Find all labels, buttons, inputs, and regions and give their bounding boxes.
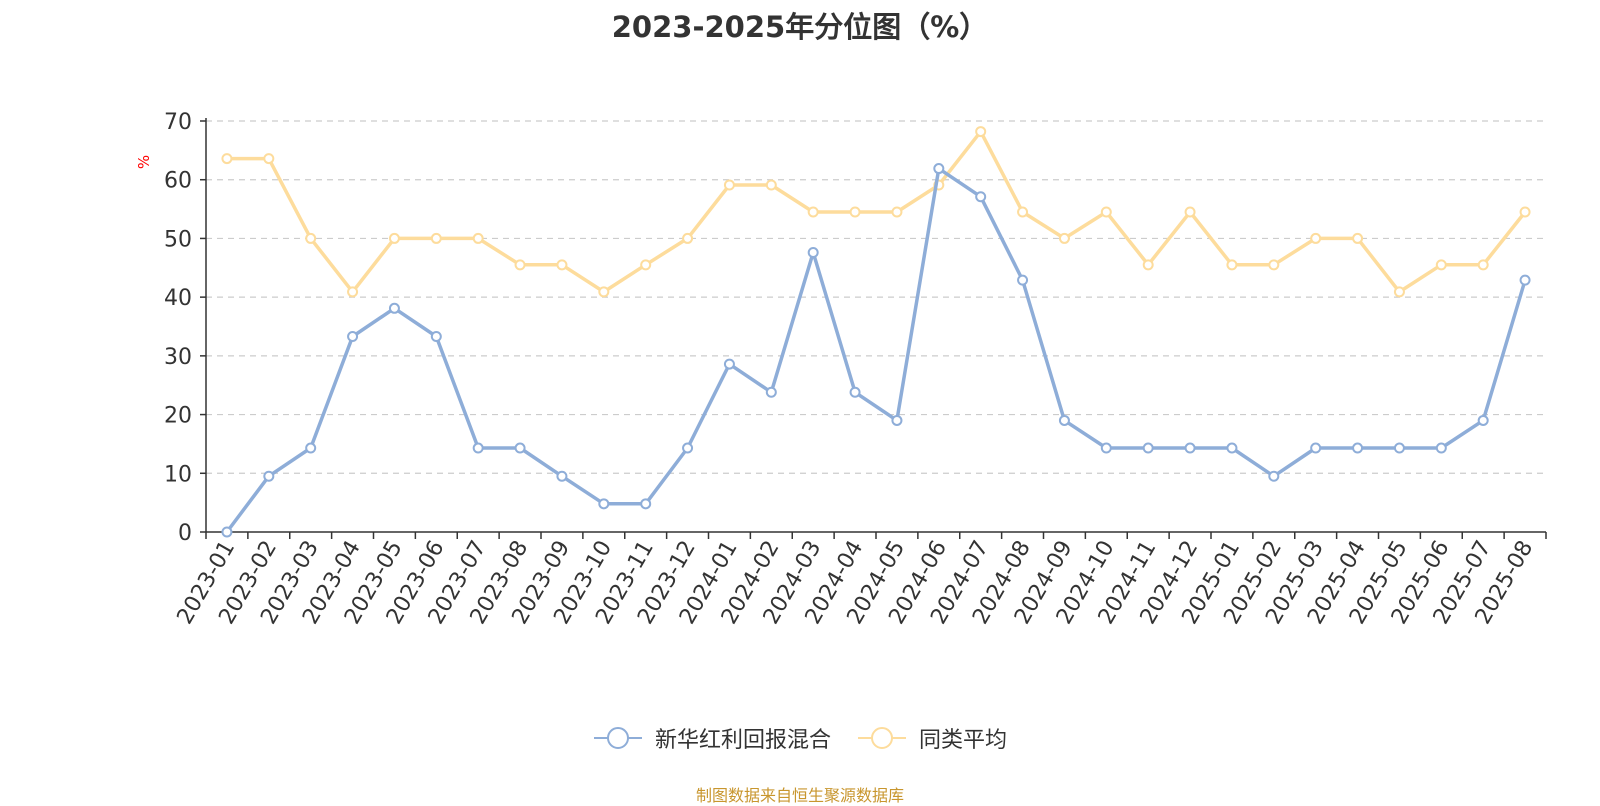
y-tick-label: 0 [178,521,192,546]
data-point [807,247,819,259]
data-point [1393,286,1405,298]
data-point [682,232,694,244]
data-point [1226,442,1238,454]
data-point [849,386,861,398]
series-line [226,129,1527,294]
data-point [1477,259,1489,271]
data-point [1100,442,1112,454]
data-point [472,442,484,454]
data-point [1519,274,1531,286]
legend: 新华红利回报混合 同类平均 [0,722,1600,754]
data-point [1017,274,1029,286]
data-point [472,232,484,244]
data-point [263,470,275,482]
data-point [723,358,735,370]
series-line [225,166,1527,534]
data-point [305,442,317,454]
data-point [765,386,777,398]
data-point [514,442,526,454]
y-tick-label: 50 [164,227,192,252]
data-point [807,206,819,218]
y-tick-label: 10 [164,462,192,487]
y-tick-label: 60 [164,169,192,194]
data-point [221,526,233,538]
data-point [1058,414,1070,426]
source-note: 制图数据来自恒生聚源数据库 [695,786,904,805]
data-point [640,259,652,271]
data-point [430,330,442,342]
data-point [849,206,861,218]
data-point [1017,206,1029,218]
data-point [640,498,652,510]
data-point [598,498,610,510]
data-point [1226,259,1238,271]
data-point [598,286,610,298]
data-point [1142,442,1154,454]
data-point [891,206,903,218]
data-point [514,259,526,271]
data-point [891,414,903,426]
data-point [1058,232,1070,244]
data-point [1310,442,1322,454]
y-tick-label: 30 [164,345,192,370]
data-point [347,330,359,342]
data-point [1352,442,1364,454]
data-point [221,153,233,165]
data-point [1477,414,1489,426]
data-point [1184,206,1196,218]
data-point [1100,206,1112,218]
legend-item[interactable]: 新华红利回报混合 [593,722,831,754]
data-point [1435,442,1447,454]
legend-label: 新华红利回报混合 [654,728,831,753]
data-point [933,163,945,175]
data-point [1184,442,1196,454]
data-point [1268,470,1280,482]
axes [200,118,1547,539]
y-tick-label: 70 [164,110,192,135]
y-tick-label: 20 [164,404,192,429]
data-point [765,179,777,191]
chart-title: 2023-2025年分位图（%） [611,10,989,44]
data-point [1352,232,1364,244]
legend-label: 同类平均 [919,728,1008,753]
data-point [388,302,400,314]
data-point [975,126,987,138]
data-point [682,442,694,454]
data-point [305,232,317,244]
legend-marker-icon [858,727,906,749]
data-point [723,179,735,191]
data-point [556,470,568,482]
data-point [1268,259,1280,271]
data-point [1435,259,1447,271]
legend-marker-icon [593,727,642,749]
tick-labels: 0102030405060702023-012023-022023-032023… [135,110,1538,629]
y-axis-label: % [135,155,153,169]
data-point [263,153,275,165]
data-point [975,191,987,203]
data-point [1519,206,1531,218]
legend-item[interactable]: 同类平均 [857,722,1007,754]
data-point [347,286,359,298]
data-point [556,259,568,271]
grid-lines [206,120,1546,474]
data-point [430,232,442,244]
data-point [388,232,400,244]
y-tick-label: 40 [164,286,192,311]
data-point [1310,232,1322,244]
data-point [1142,259,1154,271]
series-lines [221,126,1531,538]
data-point [1393,442,1405,454]
